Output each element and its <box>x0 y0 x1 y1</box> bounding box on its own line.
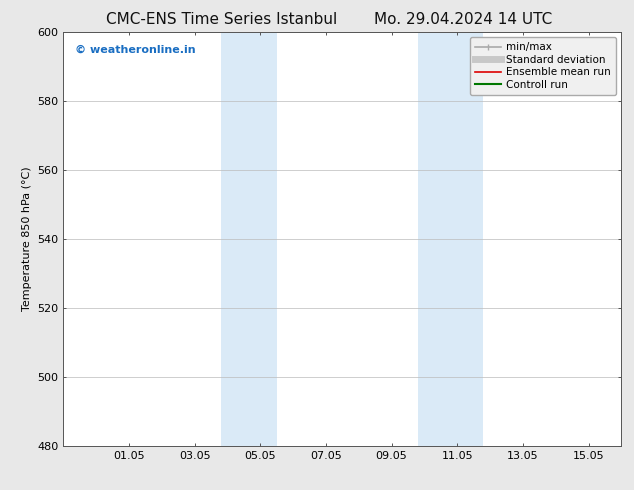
Y-axis label: Temperature 850 hPa (°C): Temperature 850 hPa (°C) <box>22 167 32 311</box>
Bar <box>221 32 276 446</box>
Text: Mo. 29.04.2024 14 UTC: Mo. 29.04.2024 14 UTC <box>373 12 552 27</box>
Text: © weatheronline.in: © weatheronline.in <box>75 44 195 54</box>
Legend: min/max, Standard deviation, Ensemble mean run, Controll run: min/max, Standard deviation, Ensemble me… <box>470 37 616 95</box>
Bar <box>418 32 484 446</box>
Text: CMC-ENS Time Series Istanbul: CMC-ENS Time Series Istanbul <box>107 12 337 27</box>
